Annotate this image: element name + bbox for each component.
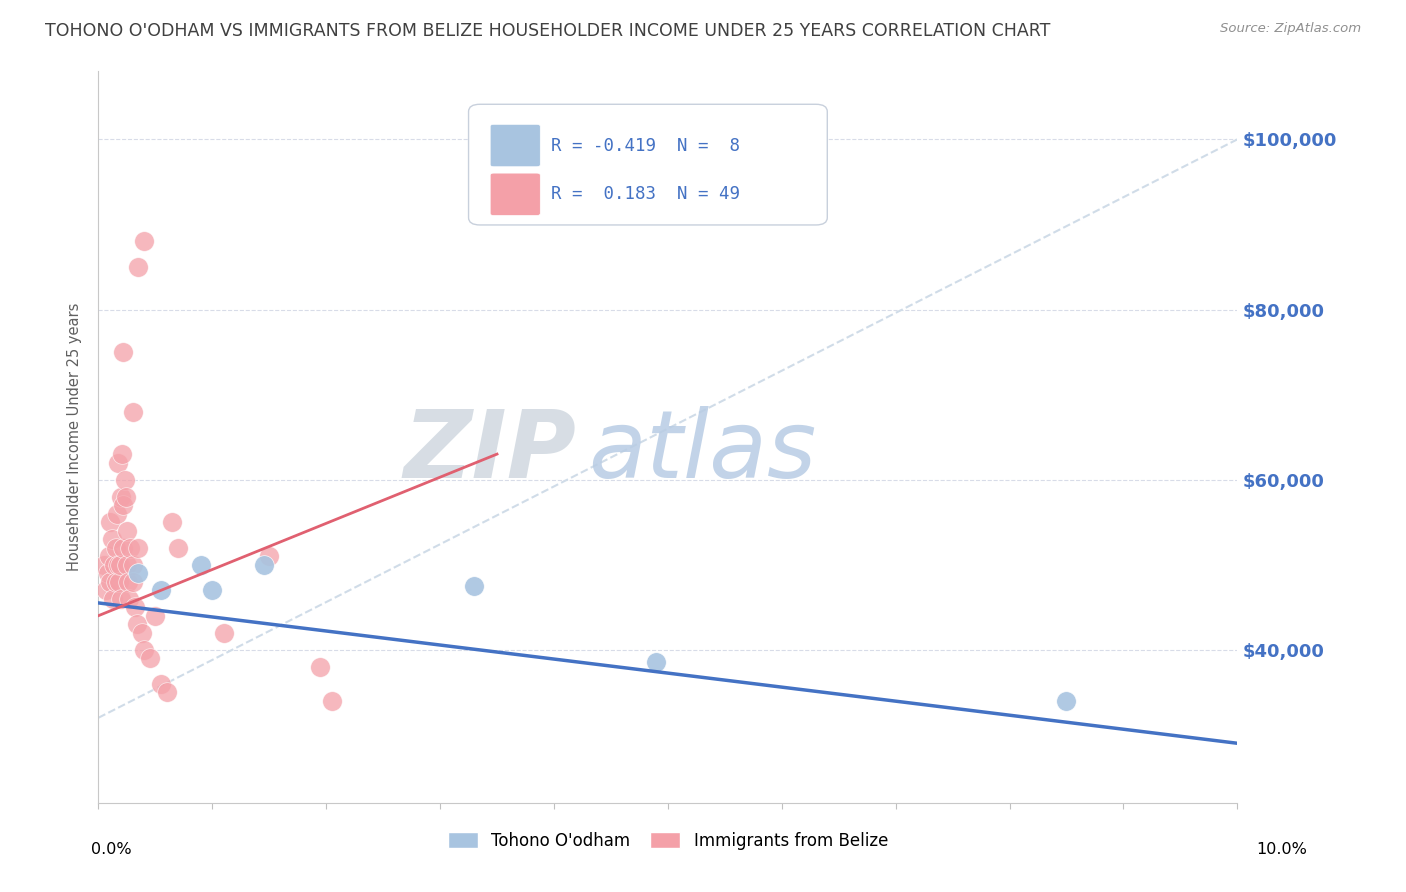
Point [321, 694, 343, 708]
Point [162, 515, 184, 529]
Point [96, 566, 118, 581]
Legend: Tohono O'odham, Immigrants from Belize: Tohono O'odham, Immigrants from Belize [441, 825, 894, 856]
Point [93, 558, 115, 572]
Point [103, 558, 125, 572]
Point [132, 642, 155, 657]
Point [108, 574, 131, 589]
Point [124, 600, 146, 615]
Point [127, 541, 149, 555]
Point [121, 574, 143, 589]
Text: TOHONO O'ODHAM VS IMMIGRANTS FROM BELIZE HOUSEHOLDER INCOME UNDER 25 YEARS CORRE: TOHONO O'ODHAM VS IMMIGRANTS FROM BELIZE… [45, 22, 1050, 40]
Point [105, 507, 128, 521]
Point [131, 625, 153, 640]
Text: Source: ZipAtlas.com: Source: ZipAtlas.com [1220, 22, 1361, 36]
Point [114, 473, 136, 487]
Point [150, 583, 173, 598]
Point [108, 558, 131, 572]
Text: ZIP: ZIP [404, 406, 576, 498]
Point [104, 574, 127, 589]
Point [127, 260, 149, 274]
Point [97, 549, 120, 563]
Text: 10.0%: 10.0% [1257, 842, 1308, 856]
Point [117, 574, 139, 589]
Point [1056, 694, 1078, 708]
Point [112, 498, 135, 512]
Point [114, 490, 136, 504]
Y-axis label: Householder Income Under 25 years: Householder Income Under 25 years [67, 303, 83, 571]
Point [156, 685, 179, 699]
Point [98, 574, 121, 589]
Point [121, 558, 143, 572]
Point [103, 591, 125, 606]
Point [101, 532, 124, 546]
Point [212, 625, 235, 640]
Text: atlas: atlas [588, 406, 817, 497]
Point [167, 541, 190, 555]
Text: R = -0.419  N =  8: R = -0.419 N = 8 [551, 136, 740, 154]
Point [132, 235, 155, 249]
Text: R =  0.183  N = 49: R = 0.183 N = 49 [551, 186, 740, 203]
Point [252, 558, 274, 572]
Point [138, 651, 160, 665]
Point [309, 659, 332, 673]
FancyBboxPatch shape [491, 124, 540, 167]
Point [107, 558, 129, 572]
Point [259, 549, 281, 563]
Point [190, 558, 212, 572]
Point [96, 583, 118, 598]
Point [115, 524, 138, 538]
Point [104, 541, 127, 555]
Point [127, 566, 149, 581]
Point [118, 591, 141, 606]
Point [121, 404, 143, 418]
Point [112, 345, 135, 359]
Point [463, 579, 485, 593]
Point [150, 677, 173, 691]
Point [145, 608, 167, 623]
Point [115, 558, 138, 572]
Point [98, 515, 121, 529]
FancyBboxPatch shape [491, 173, 540, 216]
Point [201, 583, 224, 598]
Point [111, 447, 134, 461]
Point [112, 541, 135, 555]
FancyBboxPatch shape [468, 104, 827, 225]
Text: 0.0%: 0.0% [91, 842, 132, 856]
Point [127, 617, 149, 632]
Point [110, 591, 132, 606]
Point [645, 656, 668, 670]
Point [120, 541, 142, 555]
Point [107, 456, 129, 470]
Point [110, 490, 132, 504]
